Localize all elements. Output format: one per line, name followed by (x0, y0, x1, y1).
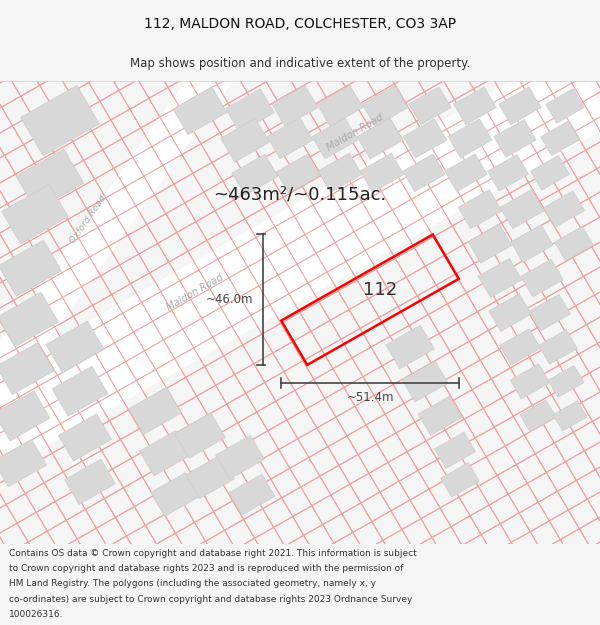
Polygon shape (318, 153, 362, 192)
Polygon shape (511, 225, 553, 262)
Text: Contains OS data © Crown copyright and database right 2021. This information is : Contains OS data © Crown copyright and d… (9, 549, 417, 559)
Polygon shape (215, 436, 265, 479)
Polygon shape (20, 86, 100, 156)
Text: co-ordinates) are subject to Crown copyright and database rights 2023 Ordnance S: co-ordinates) are subject to Crown copyr… (9, 594, 412, 604)
Text: to Crown copyright and database rights 2023 and is reproduced with the permissio: to Crown copyright and database rights 2… (9, 564, 403, 574)
Polygon shape (175, 413, 226, 458)
Polygon shape (185, 455, 235, 499)
Polygon shape (500, 329, 541, 365)
Polygon shape (499, 87, 541, 125)
Text: ~46.0m: ~46.0m (206, 293, 253, 306)
Polygon shape (0, 240, 62, 296)
Polygon shape (276, 154, 320, 193)
Polygon shape (52, 366, 108, 416)
Polygon shape (16, 149, 84, 210)
Polygon shape (65, 459, 115, 504)
Polygon shape (494, 119, 536, 157)
Polygon shape (488, 154, 529, 191)
Text: 112, MALDON ROAD, COLCHESTER, CO3 3AP: 112, MALDON ROAD, COLCHESTER, CO3 3AP (144, 18, 456, 31)
Polygon shape (530, 294, 571, 331)
Text: Maldon Road: Maldon Road (325, 112, 385, 152)
Polygon shape (46, 321, 104, 372)
Polygon shape (272, 86, 318, 126)
Text: HM Land Registry. The polygons (including the associated geometry, namely x, y: HM Land Registry. The polygons (includin… (9, 579, 376, 589)
Polygon shape (500, 189, 544, 229)
Polygon shape (232, 154, 278, 195)
Text: Map shows position and indicative extent of the property.: Map shows position and indicative extent… (130, 57, 470, 70)
Polygon shape (553, 401, 587, 431)
Polygon shape (445, 154, 487, 192)
Text: ~463m²/~0.115ac.: ~463m²/~0.115ac. (214, 186, 386, 203)
Polygon shape (545, 89, 584, 123)
Polygon shape (544, 191, 584, 228)
Polygon shape (128, 388, 182, 434)
Polygon shape (226, 89, 274, 132)
Polygon shape (267, 118, 313, 159)
Polygon shape (409, 87, 451, 125)
Polygon shape (478, 259, 522, 298)
Polygon shape (0, 342, 54, 394)
Polygon shape (312, 118, 358, 159)
Polygon shape (140, 431, 190, 476)
Polygon shape (530, 156, 569, 190)
Polygon shape (539, 330, 577, 364)
Polygon shape (386, 325, 434, 369)
Polygon shape (402, 361, 448, 402)
Polygon shape (58, 414, 112, 461)
Polygon shape (403, 154, 445, 192)
Polygon shape (403, 119, 447, 158)
Polygon shape (434, 432, 475, 468)
Polygon shape (2, 184, 68, 244)
Polygon shape (360, 153, 404, 192)
Polygon shape (554, 226, 593, 261)
Text: Oxford Road: Oxford Road (68, 193, 108, 245)
Polygon shape (448, 119, 492, 158)
Polygon shape (458, 189, 502, 229)
Polygon shape (229, 474, 275, 515)
Polygon shape (548, 366, 584, 398)
Polygon shape (489, 294, 531, 331)
Text: 100026316.: 100026316. (9, 609, 64, 619)
Polygon shape (521, 259, 563, 297)
Polygon shape (221, 119, 269, 162)
Polygon shape (0, 439, 47, 487)
Polygon shape (357, 118, 403, 159)
Text: Maldon Road: Maldon Road (165, 272, 225, 313)
Polygon shape (0, 292, 58, 347)
Polygon shape (454, 87, 496, 125)
Polygon shape (418, 396, 462, 436)
Polygon shape (541, 121, 580, 156)
Polygon shape (151, 472, 199, 516)
Polygon shape (173, 87, 227, 134)
Text: 112: 112 (363, 281, 397, 299)
Polygon shape (0, 391, 50, 441)
Polygon shape (468, 224, 512, 263)
Polygon shape (520, 400, 556, 432)
Polygon shape (362, 86, 408, 126)
Polygon shape (510, 364, 550, 399)
Text: ~51.4m: ~51.4m (346, 391, 394, 404)
Polygon shape (440, 462, 479, 497)
Polygon shape (317, 86, 363, 126)
